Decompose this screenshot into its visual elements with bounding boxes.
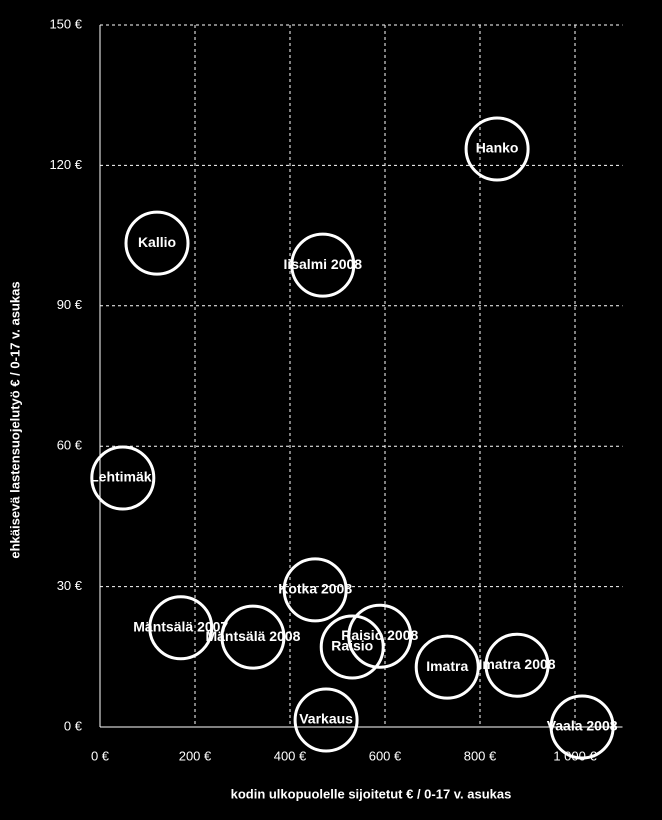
- x-tick-label: 200 €: [179, 748, 212, 763]
- point-label: Kotka 2008: [278, 581, 352, 597]
- bubble: [290, 232, 356, 298]
- point-label: Mäntsälä 2008: [205, 628, 300, 644]
- bubble: [293, 687, 359, 753]
- y-tick-label: 60 €: [57, 438, 83, 453]
- bubble: [319, 614, 385, 680]
- point-label: Hanko: [476, 140, 519, 156]
- y-tick-label: 150 €: [49, 16, 82, 31]
- y-tick-label: 0 €: [64, 718, 83, 733]
- point-label: Kallio: [138, 234, 176, 250]
- bubble: [484, 632, 550, 698]
- point-label: Raisio: [331, 638, 373, 654]
- point-label: Vaala 2008: [547, 718, 618, 734]
- point-label: Mäntsälä 2007: [133, 618, 228, 634]
- y-tick-label: 30 €: [57, 578, 83, 593]
- bubble: [549, 694, 615, 760]
- x-axis-label: kodin ulkopuolelle sijoitetut € / 0-17 v…: [231, 786, 512, 801]
- bubble: [464, 116, 530, 182]
- bubble: [148, 595, 214, 661]
- point-label: Varkaus: [299, 711, 353, 727]
- point-label: Lehtimäki: [90, 469, 155, 485]
- x-tick-label: 600 €: [369, 748, 402, 763]
- point-label: Iisalmi 2008: [283, 256, 362, 272]
- x-tick-label: 0 €: [91, 748, 110, 763]
- bubble: [414, 634, 480, 700]
- x-tick-label: 800 €: [464, 748, 497, 763]
- bubble: [124, 210, 190, 276]
- y-tick-label: 120 €: [49, 157, 82, 172]
- point-label: Imatra 2008: [479, 656, 556, 672]
- y-axis-label: ehkäisevä lastensuojelutyö € / 0-17 v. a…: [7, 281, 22, 558]
- bubble: [90, 445, 156, 511]
- point-label: Imatra: [426, 658, 468, 674]
- bubble: [282, 557, 348, 623]
- y-tick-label: 90 €: [57, 297, 83, 312]
- x-tick-label: 400 €: [274, 748, 307, 763]
- bubble: [347, 603, 413, 669]
- bubble: [220, 604, 286, 670]
